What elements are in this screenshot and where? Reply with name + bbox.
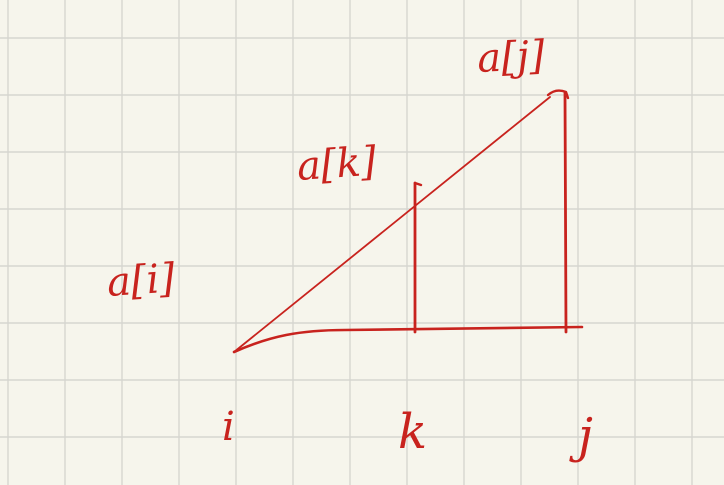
- diagonal-line: [233, 96, 551, 353]
- baseline-curve: [232, 325, 584, 354]
- label-i: i: [222, 404, 235, 450]
- label-a-i: a[i]: [105, 255, 176, 306]
- label-a-j: a[j]: [476, 32, 546, 81]
- red-ink: [232, 89, 584, 354]
- vertical-line-j: [563, 91, 568, 334]
- label-a-k: a[k]: [295, 139, 378, 190]
- label-j: j: [569, 408, 593, 464]
- label-k: k: [398, 404, 427, 460]
- top-cap-stroke: [546, 89, 570, 100]
- tick-at-k: [413, 181, 423, 187]
